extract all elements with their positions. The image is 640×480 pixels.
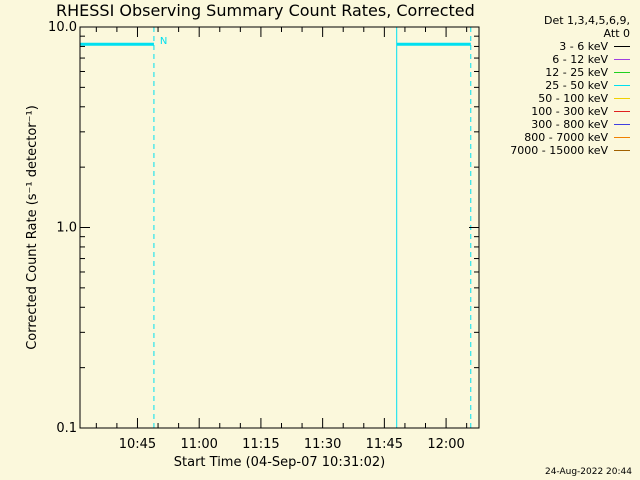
legend-item-label: 800 - 7000 keV — [524, 131, 608, 144]
legend-swatch — [614, 124, 630, 125]
legend-items: 3 - 6 keV 6 - 12 keV 12 - 25 keV 25 - 50 ke… — [470, 40, 630, 157]
legend-item-label: 100 - 300 keV — [531, 105, 608, 118]
x-tick-label: 10:45 — [119, 437, 156, 452]
y-tick-label: 10.0 — [48, 20, 77, 35]
x-tick-label: 12:00 — [427, 437, 464, 452]
footer-timestamp: 24-Aug-2022 20:44 — [544, 467, 632, 477]
legend-header-line-1: Det 1,3,4,5,6,9, — [543, 14, 630, 27]
legend-item: 12 - 25 keV — [470, 66, 630, 79]
legend-swatch — [614, 137, 630, 138]
legend-item-label: 25 - 50 keV — [545, 79, 608, 92]
y-tick-label: 0.1 — [56, 421, 77, 436]
annotation-label: N — [160, 36, 167, 47]
legend-swatch — [614, 46, 630, 47]
legend-item: 300 - 800 keV — [470, 118, 630, 131]
y-tick-label: 1.0 — [56, 221, 77, 236]
x-tick-label: 11:45 — [366, 437, 403, 452]
legend-item-label: 300 - 800 keV — [531, 118, 608, 131]
x-axis-label: Start Time (04-Sep-07 10:31:02) — [174, 455, 385, 470]
x-tick-label: 11:30 — [304, 437, 341, 452]
legend-item-label: 12 - 25 keV — [545, 66, 608, 79]
legend-item-label: 50 - 100 keV — [538, 92, 608, 105]
legend: Det 1,3,4,5,6,9, Att 0 3 - 6 keV 6 - 12 k… — [470, 14, 630, 157]
x-tick-label: 11:15 — [242, 437, 279, 452]
legend-item-label: 3 - 6 keV — [559, 40, 608, 53]
legend-swatch — [614, 98, 630, 99]
axis-ticks: 0.1 1.0 10.0 10:45 11:00 11:15 11:30 11:45 12:00 — [48, 20, 479, 452]
legend-item: 800 - 7000 keV — [470, 131, 630, 144]
legend-swatch — [614, 72, 630, 73]
legend-item: 7000 - 15000 keV — [470, 144, 630, 157]
legend-swatch — [614, 111, 630, 112]
y-axis-label: Corrected Count Rate (s⁻¹ detector⁻¹) — [25, 105, 40, 350]
night-markers — [79, 27, 472, 428]
legend-item: 3 - 6 keV — [470, 40, 630, 53]
legend-header-line-2: Att 0 — [603, 27, 630, 40]
x-tick-label: 11:00 — [180, 437, 217, 452]
plot-frame — [79, 26, 480, 429]
legend-swatch — [614, 59, 630, 60]
legend-swatch — [614, 150, 630, 151]
legend-item-label: 7000 - 15000 keV — [510, 144, 608, 157]
chart-title: RHESSI Observing Summary Count Rates, Co… — [56, 1, 475, 20]
legend-swatch — [614, 85, 630, 86]
annotations: N — [160, 36, 167, 47]
legend-item: 25 - 50 keV — [470, 79, 630, 92]
legend-item: 6 - 12 keV — [470, 53, 630, 66]
legend-item: 50 - 100 keV — [470, 92, 630, 105]
legend-item-label: 6 - 12 keV — [552, 53, 608, 66]
legend-item: 100 - 300 keV — [470, 105, 630, 118]
